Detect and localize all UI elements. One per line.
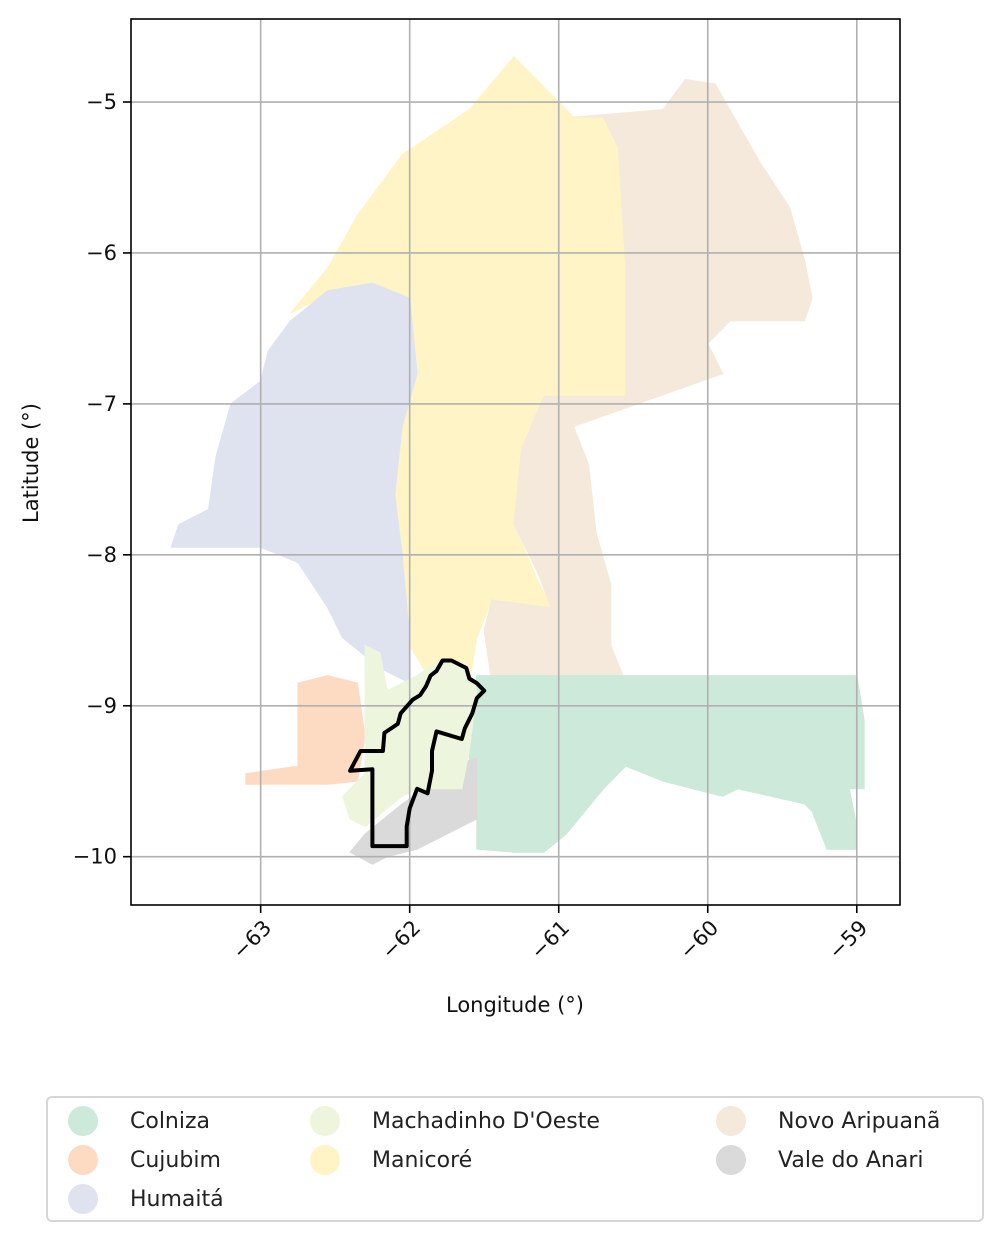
legend-swatch-icon [310,1145,340,1175]
legend-swatch-icon [68,1184,98,1214]
plot-frame [130,18,901,906]
y-axis-title: Latitude (°) [19,403,43,523]
legend-item: Manicoré [310,1143,472,1177]
legend-item: Machadinho D'Oeste [310,1104,600,1138]
legend-item: Vale do Anari [716,1143,924,1177]
legend-swatch-icon [68,1145,98,1175]
map-figure: −63 −62 −61 −60 −59 −5 −6 −7 −8 −9 −10 Longitude (… [19,18,901,1017]
legend-item: Humaitá [68,1182,224,1216]
y-tick-label: −9 [86,694,117,718]
legend-label: Cujubim [130,1147,221,1173]
y-tick-label: −6 [86,241,117,265]
legend-item: Colniza [68,1104,210,1138]
legend-item: Cujubim [68,1143,221,1177]
region-colniza [468,675,865,853]
x-tick-label: −62 [377,916,425,964]
region-cujubim [245,675,366,785]
legend-label: Colniza [130,1108,211,1134]
x-tick-label: −59 [824,916,872,964]
legend-swatch-icon [716,1145,746,1175]
x-tick-label: −61 [526,916,574,964]
legend-label: Novo Aripuanã [778,1108,941,1134]
legend-swatch-icon [716,1106,746,1136]
regions-layer [170,55,865,865]
legend-swatch-icon [310,1106,340,1136]
legend-label: Vale do Anari [778,1147,924,1173]
y-tick-label: −5 [86,90,117,114]
y-tick-label: −8 [86,543,117,567]
legend-swatch-icon [68,1106,98,1136]
legend: Colniza Cujubim Humaitá Machadinho D'Oeste M… [46,1096,984,1222]
region-novo-aripuan- [483,78,813,684]
x-tick-label: −63 [228,916,276,964]
highlighted-municipality-outline [348,658,487,849]
y-tick-label: −7 [86,392,117,416]
x-tick-label: −60 [675,916,723,964]
region-humait- [170,282,418,684]
y-tick-label: −10 [73,845,117,869]
legend-label: Manicoré [372,1147,473,1173]
legend-item: Novo Aripuanã [716,1104,940,1138]
legend-label: Humaitá [130,1186,224,1212]
legend-label: Machadinho D'Oeste [372,1108,600,1134]
gridlines [131,19,900,905]
x-axis-title: Longitude (°) [446,993,584,1017]
